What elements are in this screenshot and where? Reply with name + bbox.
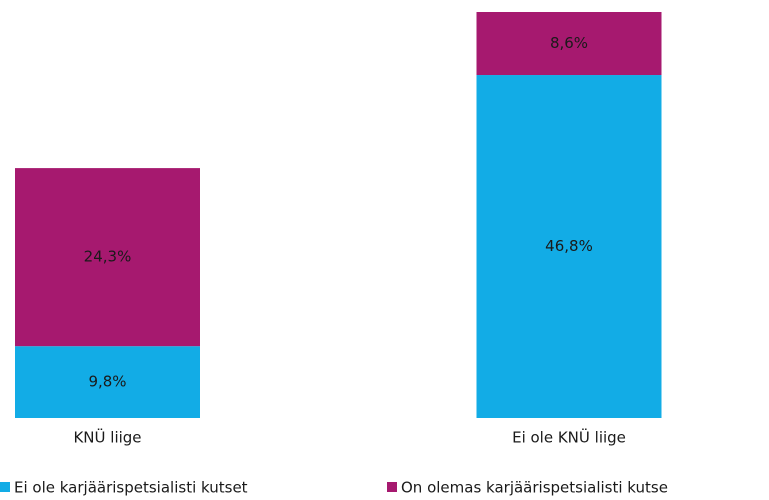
data-label: 8,6% xyxy=(550,34,588,52)
bar-segment xyxy=(15,346,200,418)
bar-segment xyxy=(476,75,662,418)
data-label: 24,3% xyxy=(84,248,132,266)
data-label: 46,8% xyxy=(545,237,593,255)
legend-swatch xyxy=(0,482,10,492)
legend-swatch xyxy=(387,482,397,492)
bar-segment xyxy=(476,12,662,76)
data-label: 9,8% xyxy=(88,373,126,391)
x-tick-label: KNÜ liige xyxy=(73,428,141,447)
x-tick-label: Ei ole KNÜ liige xyxy=(512,428,626,447)
bar-segment xyxy=(15,168,200,347)
legend-label: On olemas karjäärispetsialisti kutse xyxy=(401,479,668,497)
legend-label: Ei ole karjäärispetsialisti kutset xyxy=(14,479,248,497)
